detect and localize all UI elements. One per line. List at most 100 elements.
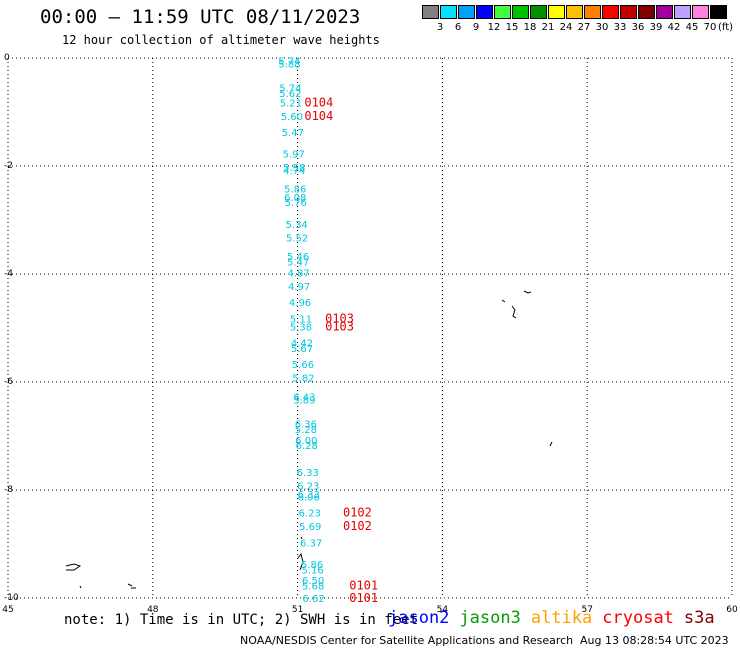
swh-value: 5.66 — [292, 360, 314, 371]
swh-value: 6.06 — [298, 492, 320, 503]
legend-tick-label: 21 — [541, 22, 555, 33]
legend-swatch — [458, 5, 475, 19]
legend-tick-label: 42 — [667, 22, 681, 33]
legend-tick-label: 70 — [703, 22, 717, 33]
satellite-label-s3a: s3a — [683, 608, 715, 628]
color-legend-unit: (ft) — [718, 22, 734, 33]
legend-tick-label: 6 — [454, 22, 462, 33]
satellite-label-cryosat: cryosat — [602, 608, 674, 628]
swh-value: 5.76 — [285, 198, 307, 209]
swh-value: 5.34 — [286, 220, 308, 231]
legend-swatch — [512, 5, 529, 19]
legend-tick-label: 3 — [436, 22, 444, 33]
swh-value: 4.87 — [287, 268, 309, 279]
legend-swatch — [584, 5, 601, 19]
swh-value: 5.60 — [281, 112, 303, 123]
swh-value: 5.86 — [284, 185, 306, 196]
swh-value: 4.96 — [289, 298, 311, 309]
swh-value: 5.67 — [291, 344, 313, 355]
time-label: 0101 — [349, 579, 378, 593]
swh-value: 5.52 — [286, 233, 308, 244]
legend-swatch — [566, 5, 583, 19]
swh-value: 6.08 — [284, 193, 306, 204]
swh-value: 4.74 — [283, 166, 305, 177]
legend-swatch — [692, 5, 709, 19]
x-tick-label: 48 — [147, 605, 159, 615]
island-outline — [297, 536, 304, 571]
legend-swatch — [494, 5, 511, 19]
y-tick-label: -6 — [4, 377, 13, 387]
legend-swatch — [674, 5, 691, 19]
coastline — [65, 290, 553, 589]
map-subtitle: 12 hour collection of altimeter wave hei… — [62, 33, 380, 47]
legend-swatch — [422, 5, 439, 19]
legend-swatch — [620, 5, 637, 19]
swh-value: 5.62 — [279, 89, 301, 100]
legend-swatch — [656, 5, 673, 19]
legend-tick-label: 24 — [559, 22, 573, 33]
swh-value: 5.46 — [287, 252, 309, 263]
time-label: 0103 — [325, 319, 354, 333]
time-label: 0103 — [325, 311, 354, 325]
swh-value: 5.28 — [295, 425, 317, 436]
satellite-label-jason3: jason3 — [459, 608, 521, 628]
swh-value: 5.68 — [302, 582, 324, 593]
swh-value: 5.97 — [283, 150, 305, 161]
satellite-legend: jason2 jason3 altika cryosat s3a — [388, 608, 725, 628]
swh-value: 5.74 — [279, 84, 301, 95]
legend-swatch — [476, 5, 493, 19]
map-title: 00:00 – 11:59 UTC 08/11/2023 — [40, 6, 361, 28]
legend-tick-label: 30 — [595, 22, 609, 33]
swh-value: 5.16 — [301, 565, 323, 576]
legend-swatch — [710, 5, 727, 19]
swh-value: 6.37 — [300, 538, 322, 549]
map-grid — [7, 57, 733, 599]
y-tick-label: -8 — [4, 485, 13, 495]
swh-value: 6.33 — [298, 490, 320, 501]
swh-readings: 5.745.885.745.625.215.605.475.975.584.74… — [278, 57, 324, 605]
x-tick-label: 45 — [2, 605, 13, 615]
legend-swatch — [530, 5, 547, 19]
x-tick-label: 54 — [437, 605, 449, 615]
swh-value: 6.23 — [299, 509, 321, 520]
swh-value: 5.38 — [290, 322, 312, 333]
legend-tick-label: 12 — [487, 22, 501, 33]
swh-value: 5.58 — [283, 163, 305, 174]
swh-value: 6.23 — [297, 482, 319, 493]
footer-note: note: 1) Time is in UTC; 2) SWH is in fe… — [64, 612, 419, 628]
swh-value: 5.21 — [280, 98, 302, 109]
swh-value: 5.82 — [292, 374, 314, 385]
satellite-label-jason2: jason2 — [388, 608, 450, 628]
legend-tick-label: 36 — [631, 22, 645, 33]
time-label: 0104 — [304, 109, 333, 123]
swh-value: 6.36 — [295, 420, 317, 431]
swh-value: 5.47 — [282, 128, 304, 139]
x-tick-label: 60 — [726, 605, 738, 615]
credit-line: NOAA/NESDIS Center for Satellite Applica… — [240, 634, 574, 647]
swh-value: 5.47 — [287, 258, 309, 269]
swh-value: 5.69 — [299, 522, 321, 533]
swh-value: 5.88 — [278, 59, 300, 70]
satellite-label-altika: altika — [530, 608, 593, 628]
legend-swatch — [602, 5, 619, 19]
legend-swatch — [440, 5, 457, 19]
swh-value: 5.86 — [301, 560, 323, 571]
legend-tick-label: 45 — [685, 22, 699, 33]
swh-value: 5.89 — [293, 395, 315, 406]
time-label: 0101 — [349, 591, 378, 605]
swh-value: 5.11 — [290, 314, 312, 325]
swh-value: 4.97 — [288, 282, 310, 293]
y-tick-label: 0 — [4, 53, 10, 63]
generated-timestamp: Aug 13 08:28:54 UTC 2023 — [580, 634, 729, 647]
legend-tick-label: 39 — [649, 22, 663, 33]
legend-tick-label: 9 — [472, 22, 480, 33]
time-label: 0102 — [343, 506, 372, 520]
legend-tick-label: 27 — [577, 22, 591, 33]
legend-tick-label: 18 — [523, 22, 537, 33]
x-tick-label: 57 — [581, 605, 592, 615]
y-tick-label: -2 — [4, 161, 13, 171]
y-tick-label: -10 — [4, 593, 19, 603]
swh-value: 4.42 — [291, 339, 313, 350]
axis-tick-labels: 45 48 51 54 57 60 0 -2 -4 -6 -8 -10 — [2, 53, 738, 615]
